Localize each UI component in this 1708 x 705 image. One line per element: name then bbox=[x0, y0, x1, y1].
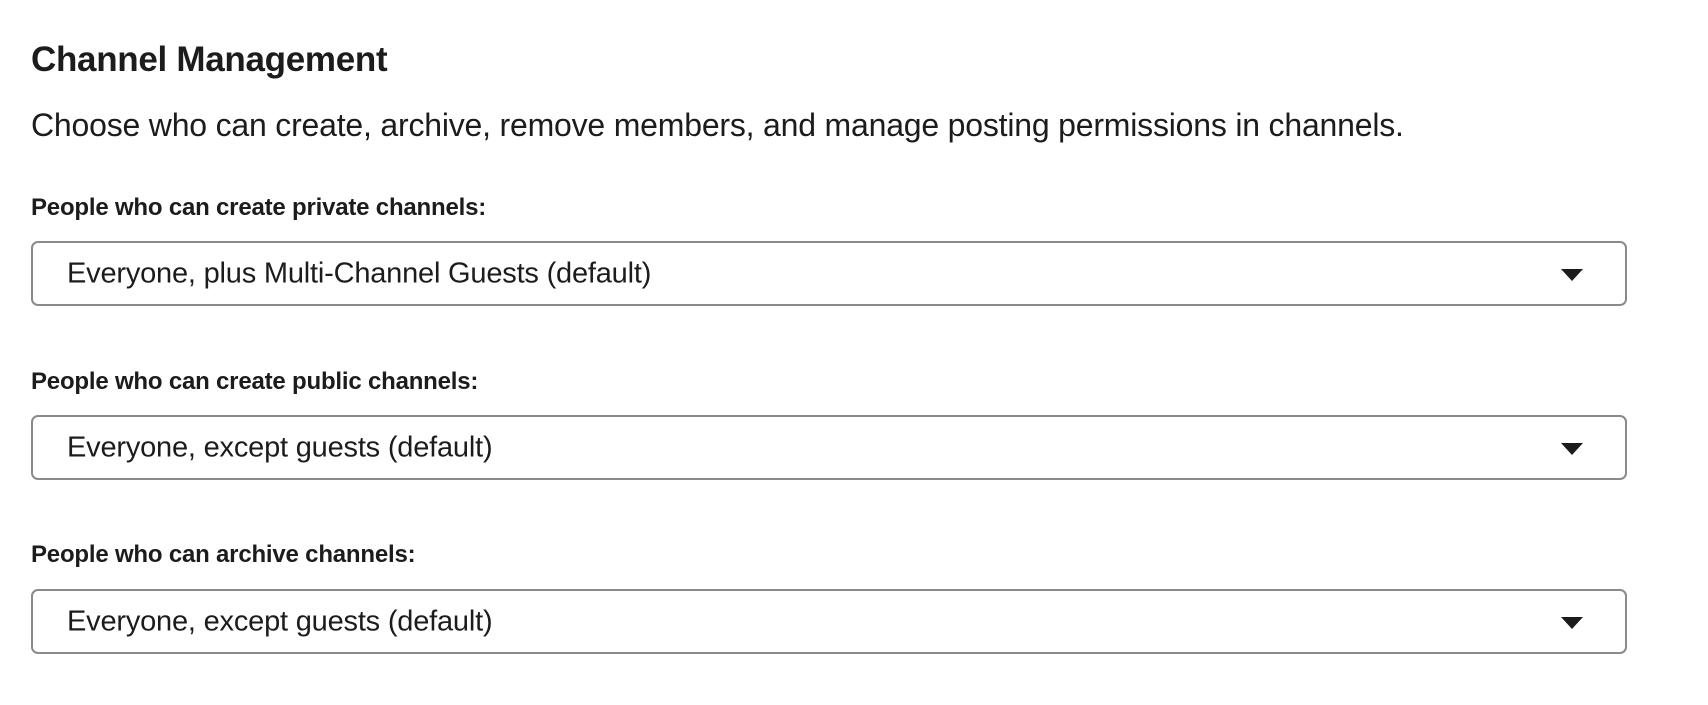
section-description: Choose who can create, archive, remove m… bbox=[31, 107, 1404, 143]
select-value: Everyone, except guests (default) bbox=[67, 605, 493, 637]
caret-down-icon bbox=[1561, 268, 1583, 281]
caret-down-icon bbox=[1561, 442, 1583, 455]
public-channels-label: People who can create public channels: bbox=[31, 368, 479, 395]
select-value: Everyone, except guests (default) bbox=[67, 431, 493, 463]
archive-channels-select[interactable]: Everyone, except guests (default) bbox=[31, 589, 1627, 654]
private-channels-label: People who can create private channels: bbox=[31, 194, 487, 221]
caret-down-icon bbox=[1561, 616, 1583, 629]
private-channels-select[interactable]: Everyone, plus Multi-Channel Guests (def… bbox=[31, 241, 1627, 306]
archive-channels-label: People who can archive channels: bbox=[31, 541, 416, 568]
public-channels-select[interactable]: Everyone, except guests (default) bbox=[31, 415, 1627, 480]
section-title: Channel Management bbox=[31, 40, 388, 79]
select-value: Everyone, plus Multi-Channel Guests (def… bbox=[67, 257, 652, 289]
